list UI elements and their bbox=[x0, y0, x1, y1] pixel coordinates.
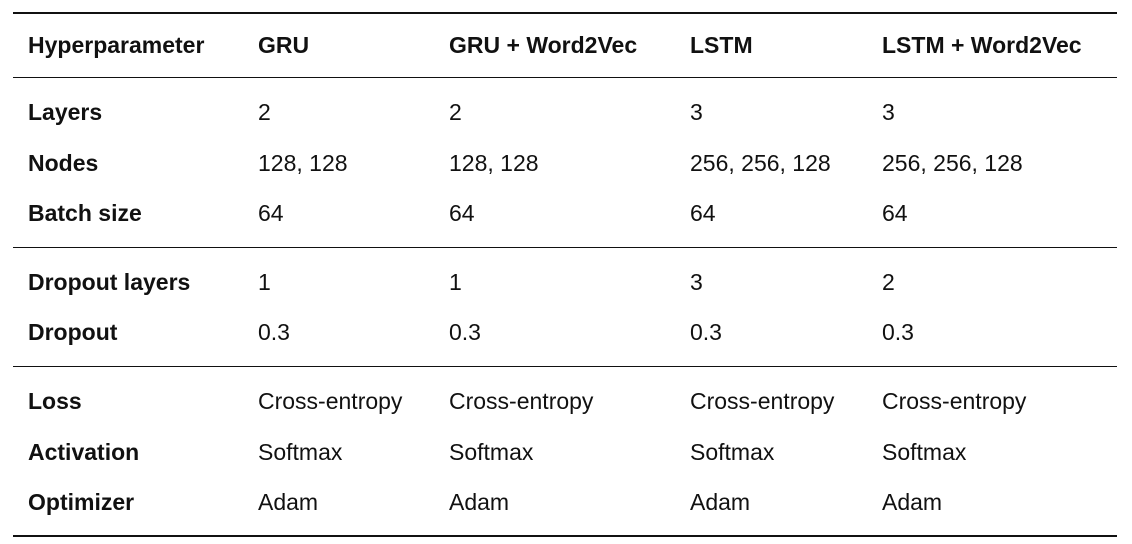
table-row-activation: Activation Softmax Softmax Softmax Softm… bbox=[13, 427, 1117, 478]
row-label: Batch size bbox=[13, 189, 243, 248]
table-cell: Softmax bbox=[258, 439, 343, 465]
row-label: Optimizer bbox=[13, 478, 243, 537]
table-cell: Adam bbox=[243, 478, 434, 537]
row-label: Dropout layers bbox=[28, 269, 191, 296]
column-header-hyperparameter: Hyperparameter bbox=[13, 12, 243, 78]
table-cell: 256, 256, 128 bbox=[882, 150, 1023, 176]
column-header-gru: GRU bbox=[243, 12, 434, 78]
table-row-layers: Layers 2 2 3 3 bbox=[13, 77, 1117, 138]
table-row-batch-size: Batch size 64 64 64 64 bbox=[13, 189, 1117, 248]
table-cell: Cross-entropy bbox=[258, 388, 403, 415]
table-cell: 64 bbox=[243, 189, 434, 248]
table-cell: 3 bbox=[690, 99, 703, 126]
table-cell: 0.3 bbox=[243, 308, 434, 367]
row-label: Loss bbox=[28, 388, 82, 415]
column-header-gru-word2vec: GRU + Word2Vec bbox=[434, 12, 675, 78]
row-label: Dropout bbox=[13, 308, 243, 367]
table-row-nodes: Nodes 128, 128 128, 128 256, 256, 128 25… bbox=[13, 138, 1117, 189]
table-cell: 1 bbox=[258, 269, 271, 296]
header-row: Hyperparameter GRU GRU + Word2Vec LSTM L… bbox=[13, 12, 1117, 78]
table-cell: Cross-entropy bbox=[449, 388, 594, 415]
table-row-loss: Loss Cross-entropy Cross-entropy Cross-e… bbox=[13, 366, 1117, 427]
table-cell: 64 bbox=[675, 189, 867, 248]
table-cell: Softmax bbox=[449, 439, 534, 465]
table-cell: 128, 128 bbox=[449, 150, 539, 176]
table-cell: 3 bbox=[690, 269, 703, 296]
table-cell: 0.3 bbox=[867, 308, 1117, 367]
training-group: Loss Cross-entropy Cross-entropy Cross-e… bbox=[13, 366, 1117, 537]
table-cell: Softmax bbox=[882, 439, 967, 465]
table-row-dropout-layers: Dropout layers 1 1 3 2 bbox=[13, 247, 1117, 308]
row-label: Nodes bbox=[28, 150, 99, 176]
table-cell: 64 bbox=[434, 189, 675, 248]
table-cell: 2 bbox=[258, 99, 271, 126]
table-cell: 1 bbox=[449, 269, 462, 296]
table-cell: 256, 256, 128 bbox=[690, 150, 831, 176]
row-label: Layers bbox=[28, 99, 103, 126]
table-cell: 2 bbox=[449, 99, 462, 126]
table-cell: 2 bbox=[882, 269, 895, 296]
hyperparameter-table: Hyperparameter GRU GRU + Word2Vec LSTM L… bbox=[13, 12, 1117, 537]
table-row-dropout: Dropout 0.3 0.3 0.3 0.3 bbox=[13, 308, 1117, 367]
table-cell: 64 bbox=[867, 189, 1117, 248]
table-cell: 3 bbox=[882, 99, 895, 126]
column-header-lstm-word2vec: LSTM + Word2Vec bbox=[867, 12, 1117, 78]
regularization-group: Dropout layers 1 1 3 2 Dropout 0.3 0.3 0… bbox=[13, 247, 1117, 367]
table-cell: 0.3 bbox=[675, 308, 867, 367]
table-cell: Cross-entropy bbox=[882, 388, 1027, 415]
table-cell: Adam bbox=[867, 478, 1117, 537]
row-label: Activation bbox=[28, 439, 140, 465]
column-header-lstm: LSTM bbox=[675, 12, 867, 78]
table-cell: Cross-entropy bbox=[690, 388, 835, 415]
architecture-group: Layers 2 2 3 3 Nodes 128, 128 128, 128 2… bbox=[13, 77, 1117, 248]
table-header: Hyperparameter GRU GRU + Word2Vec LSTM L… bbox=[13, 12, 1117, 78]
table-row-optimizer: Optimizer Adam Adam Adam Adam bbox=[13, 478, 1117, 537]
table-cell: Adam bbox=[434, 478, 675, 537]
table-cell: 128, 128 bbox=[258, 150, 348, 176]
table-cell: Adam bbox=[675, 478, 867, 537]
table-cell: Softmax bbox=[690, 439, 775, 465]
table-cell: 0.3 bbox=[434, 308, 675, 367]
